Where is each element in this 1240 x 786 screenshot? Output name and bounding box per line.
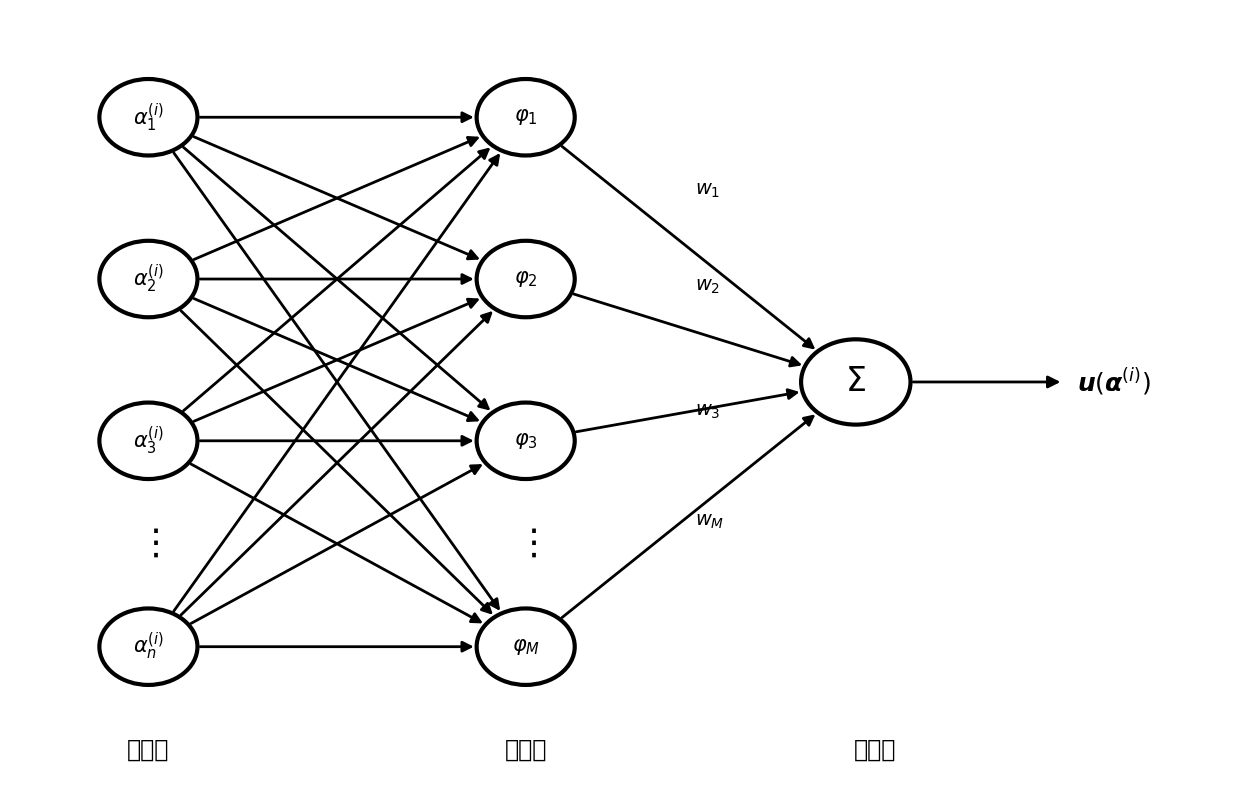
Circle shape (99, 241, 197, 318)
Text: $\varphi_M$: $\varphi_M$ (512, 637, 539, 656)
Text: $w_2$: $w_2$ (696, 277, 720, 296)
Text: 输出层: 输出层 (853, 737, 895, 762)
Circle shape (476, 79, 574, 156)
Circle shape (99, 402, 197, 479)
Text: $\varphi_2$: $\varphi_2$ (513, 269, 537, 289)
Circle shape (99, 608, 197, 685)
Text: $\alpha_1^{(i)}$: $\alpha_1^{(i)}$ (133, 101, 164, 134)
Text: $\alpha_n^{(i)}$: $\alpha_n^{(i)}$ (133, 631, 164, 663)
Circle shape (476, 608, 574, 685)
Circle shape (476, 402, 574, 479)
Text: $\varphi_1$: $\varphi_1$ (513, 107, 537, 127)
Text: $\boldsymbol{u}\left(\boldsymbol{\alpha}^{(i)}\right)$: $\boldsymbol{u}\left(\boldsymbol{\alpha}… (1078, 366, 1151, 398)
Circle shape (801, 340, 910, 424)
Text: $\varphi_3$: $\varphi_3$ (513, 431, 538, 451)
Text: $\vdots$: $\vdots$ (515, 527, 537, 560)
Text: $\alpha_2^{(i)}$: $\alpha_2^{(i)}$ (133, 263, 164, 296)
Text: $\vdots$: $\vdots$ (138, 527, 160, 560)
Text: $w_1$: $w_1$ (696, 182, 720, 200)
Text: $w_3$: $w_3$ (696, 402, 720, 421)
Circle shape (476, 241, 574, 318)
Text: 隐藏层: 隐藏层 (505, 737, 547, 762)
Circle shape (99, 79, 197, 156)
Text: $w_M$: $w_M$ (696, 512, 725, 531)
Text: 输入层: 输入层 (128, 737, 170, 762)
Text: $\alpha_3^{(i)}$: $\alpha_3^{(i)}$ (133, 424, 164, 457)
Text: $\Sigma$: $\Sigma$ (846, 365, 867, 399)
